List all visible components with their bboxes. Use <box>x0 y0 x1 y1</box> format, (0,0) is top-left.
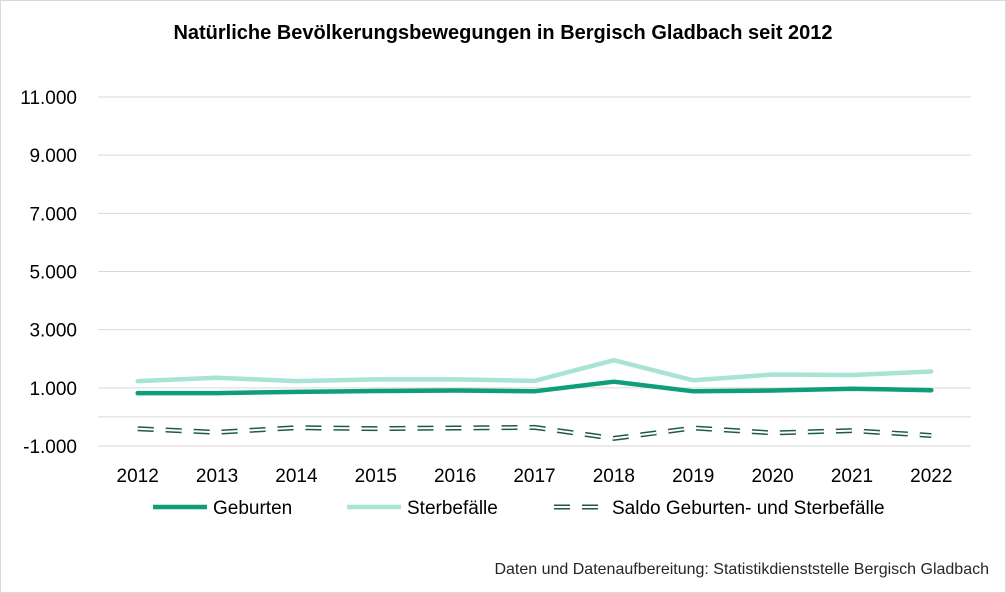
x-tick-label: 2014 <box>275 466 318 487</box>
x-tick-label: 2021 <box>831 466 873 487</box>
x-tick-label: 2017 <box>513 466 555 487</box>
legend: Geburten Sterbefälle Saldo Geburten- und S… <box>153 498 885 519</box>
series-line-geburten <box>135 379 934 396</box>
x-tick-label: 2013 <box>196 466 238 487</box>
x-tick-label: 2019 <box>672 466 714 487</box>
grid-layer <box>98 96 971 447</box>
series-line-saldo <box>137 426 932 440</box>
y-axis-ticks: -1.000 1.000 3.000 5.000 7.000 9.000 11.000 <box>20 88 77 458</box>
x-tick-label: 2015 <box>355 466 397 487</box>
y-tick-label: 1.000 <box>29 379 77 400</box>
y-tick-label: 9.000 <box>29 146 77 167</box>
source-note: Daten und Datenaufbereitung: Statistikdi… <box>494 561 989 578</box>
x-tick-label: 2022 <box>910 466 952 487</box>
y-tick-label: 7.000 <box>29 204 77 225</box>
y-tick-label: -1.000 <box>23 437 77 458</box>
x-tick-label: 2020 <box>751 466 793 487</box>
y-tick-label: 5.000 <box>29 263 77 284</box>
x-axis-ticks: 2012 2013 2014 2015 2016 2017 2018 2019 2020 2021… <box>117 466 953 487</box>
legend-label: Geburten <box>213 498 292 519</box>
x-tick-label: 2012 <box>117 466 159 487</box>
series-line-sterbefaelle <box>135 357 934 384</box>
y-tick-label: 3.000 <box>29 321 77 342</box>
y-tick-label: 11.000 <box>20 88 77 109</box>
legend-label: Saldo Geburten- und Sterbefälle <box>612 498 885 519</box>
legend-label: Sterbefälle <box>407 498 498 519</box>
series-layer <box>135 357 934 441</box>
x-tick-label: 2018 <box>593 466 635 487</box>
x-tick-label: 2016 <box>434 466 476 487</box>
chart-title: Natürliche Bevölkerungsbewegungen in Ber… <box>173 22 832 44</box>
